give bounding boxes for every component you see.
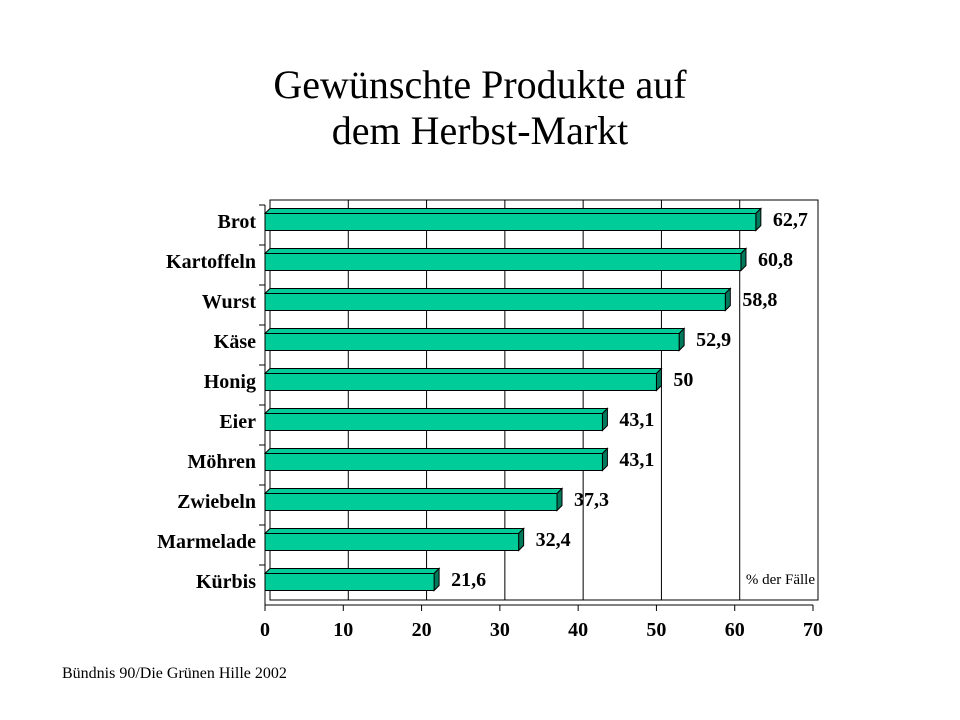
category-label: Honig: [204, 371, 256, 393]
chart-title-line-2: dem Herbst-Markt: [331, 108, 629, 153]
bar: [264, 373, 657, 391]
category-label: Wurst: [202, 291, 256, 313]
chart-title-line-1: Gewünschte Produkte auf: [273, 62, 687, 107]
bar: [264, 493, 558, 511]
bar: [264, 253, 742, 271]
data-label: 32,4: [536, 529, 571, 551]
category-label: Marmelade: [157, 531, 256, 553]
data-label: 43,1: [619, 449, 654, 471]
data-label: 52,9: [696, 329, 731, 351]
data-label: 62,7: [773, 209, 808, 231]
unit-label: % der Fälle: [746, 572, 815, 588]
bar-top-face: [263, 448, 609, 454]
bar-top-face: [263, 208, 763, 214]
x-tick-label: 60: [725, 619, 745, 641]
data-label: 58,8: [742, 289, 777, 311]
bar-top-face: [263, 288, 732, 294]
category-label: Brot: [217, 211, 256, 233]
source-footer: Bündnis 90/Die Grünen Hille 2002: [62, 665, 287, 682]
bar: [264, 533, 520, 551]
category-label: Zwiebeln: [177, 491, 256, 513]
x-tick-label: 30: [490, 619, 510, 641]
category-label: Kürbis: [196, 571, 256, 593]
bar: [264, 453, 603, 471]
bar-top-face: [263, 408, 609, 414]
bar-top-face: [263, 488, 564, 494]
bar-top-face: [263, 568, 441, 574]
category-label: Käse: [214, 331, 256, 353]
x-tick-label: 70: [803, 619, 823, 641]
data-label: 60,8: [758, 249, 793, 271]
data-label: 50: [673, 369, 693, 391]
chart-title: Gewünschte Produkte auf dem Herbst-Markt: [0, 62, 960, 154]
bar: [264, 333, 680, 351]
x-tick-label: 40: [568, 619, 588, 641]
x-tick-label: 50: [646, 619, 666, 641]
bar: [264, 573, 435, 591]
bar: [264, 213, 757, 231]
bar-top-face: [263, 248, 748, 254]
data-label: 43,1: [619, 409, 654, 431]
bar-top-face: [263, 368, 663, 374]
data-label: 37,3: [574, 489, 609, 511]
category-label: Kartoffeln: [166, 251, 256, 273]
x-tick-label: 0: [260, 619, 270, 641]
bar-top-face: [263, 328, 686, 334]
bar: [264, 293, 726, 311]
x-tick-label: 10: [333, 619, 353, 641]
category-label: Eier: [219, 411, 256, 433]
bar-top-face: [263, 528, 525, 534]
data-label: 21,6: [451, 569, 486, 591]
x-tick-label: 20: [412, 619, 432, 641]
bar: [264, 413, 603, 431]
category-label: Möhren: [187, 451, 256, 473]
